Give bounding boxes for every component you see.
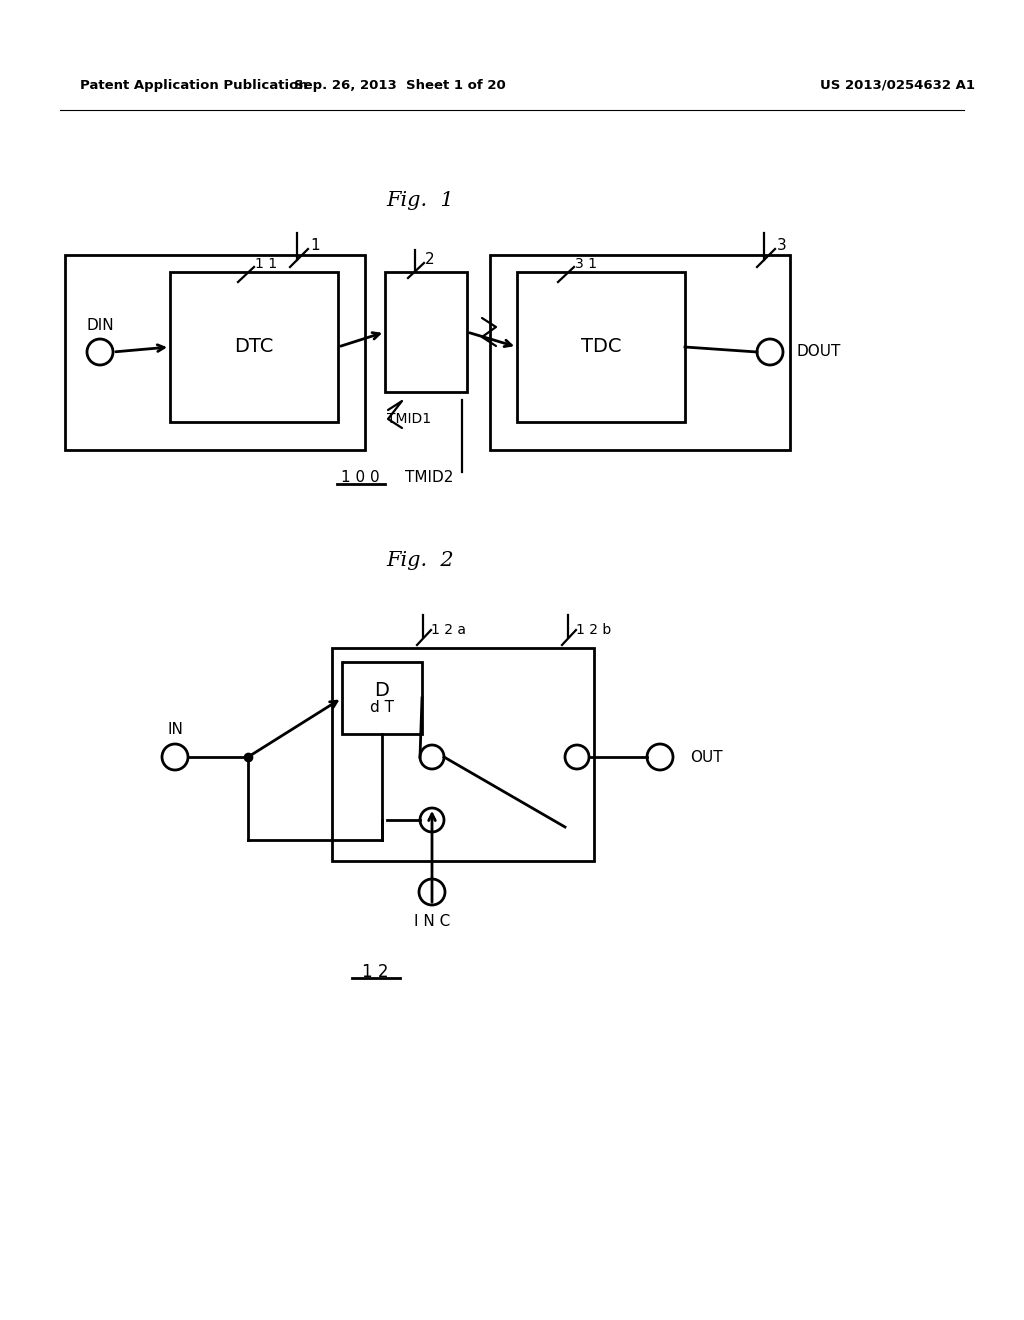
Text: 1: 1	[310, 238, 319, 252]
Bar	[385, 272, 467, 392]
Text: D: D	[375, 681, 389, 700]
Text: 1 2 b: 1 2 b	[575, 623, 611, 638]
Text: d T: d T	[370, 701, 394, 715]
Circle shape	[647, 744, 673, 770]
Bar	[332, 648, 594, 861]
Text: 1 0 0: 1 0 0	[341, 470, 379, 486]
Bar	[170, 272, 338, 422]
Circle shape	[162, 744, 188, 770]
Text: TDC: TDC	[581, 338, 622, 356]
Text: TMID2: TMID2	[406, 470, 454, 486]
Text: 1 1: 1 1	[255, 257, 278, 271]
Circle shape	[565, 744, 589, 770]
Bar	[65, 255, 365, 450]
Text: US 2013/0254632 A1: US 2013/0254632 A1	[820, 78, 975, 91]
Text: I N C: I N C	[414, 915, 451, 929]
Text: OUT: OUT	[690, 750, 723, 764]
Bar	[490, 255, 790, 450]
Circle shape	[419, 879, 445, 906]
Circle shape	[420, 744, 444, 770]
Text: DTC: DTC	[234, 338, 273, 356]
Circle shape	[87, 339, 113, 366]
Text: 3 1: 3 1	[575, 257, 597, 271]
Text: DIN: DIN	[86, 318, 114, 333]
Text: Fig.  1: Fig. 1	[386, 190, 454, 210]
Text: 1 2: 1 2	[361, 964, 388, 981]
Text: DOUT: DOUT	[797, 345, 842, 359]
Text: 3: 3	[777, 238, 786, 252]
Text: 1 2 a: 1 2 a	[431, 623, 466, 638]
Text: Fig.  2: Fig. 2	[386, 550, 454, 569]
Bar	[517, 272, 685, 422]
Text: 2: 2	[425, 252, 434, 268]
Circle shape	[420, 808, 444, 832]
Circle shape	[757, 339, 783, 366]
Text: Patent Application Publication: Patent Application Publication	[80, 78, 308, 91]
Text: TMID1: TMID1	[387, 412, 431, 426]
Bar	[342, 663, 422, 734]
Text: IN: IN	[167, 722, 183, 737]
Text: Sep. 26, 2013  Sheet 1 of 20: Sep. 26, 2013 Sheet 1 of 20	[294, 78, 506, 91]
